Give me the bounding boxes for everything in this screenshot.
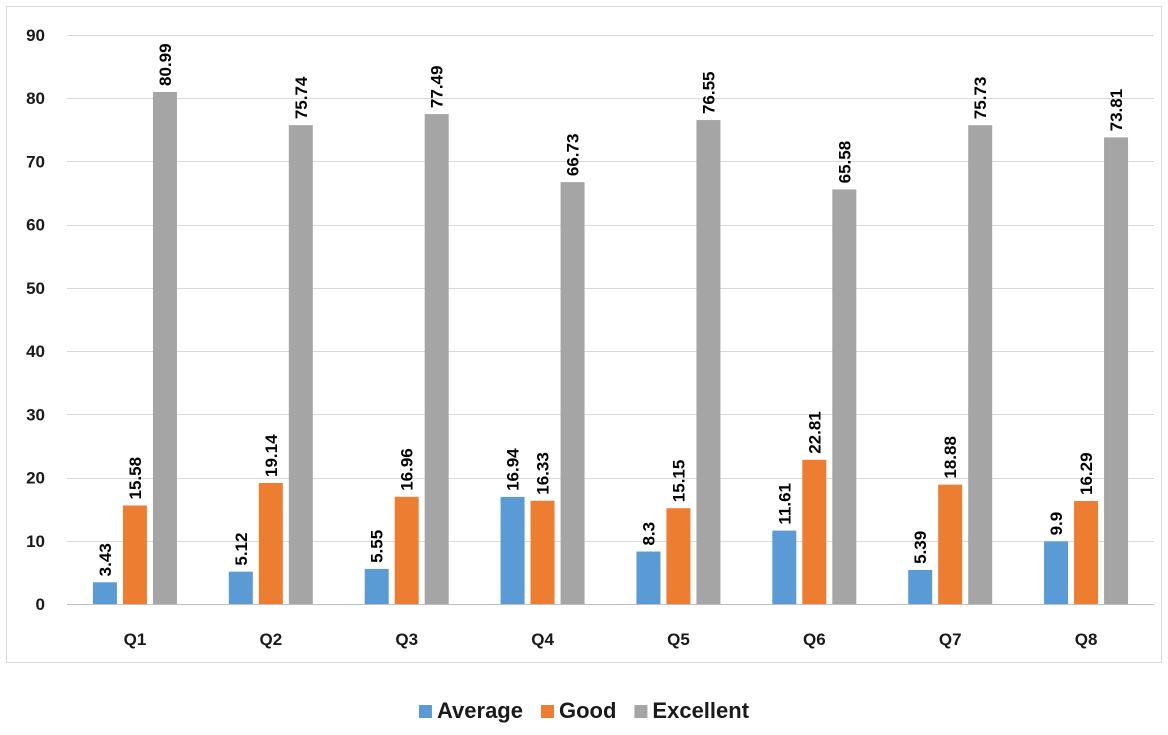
bar-good-q3 bbox=[394, 496, 419, 604]
y-tick-label: 40 bbox=[26, 342, 45, 361]
y-tick-label: 90 bbox=[26, 26, 45, 45]
x-axis-tick-labels: Q1 Q2 Q3 Q4 Q5 Q6 Q7 Q8 bbox=[124, 630, 1098, 649]
bar-average-q8 bbox=[1044, 541, 1069, 604]
data-label: 5.55 bbox=[368, 530, 387, 563]
bar-good-q2 bbox=[258, 482, 283, 604]
legend-label-good: Good bbox=[559, 698, 616, 723]
bar-excellent-q7 bbox=[968, 125, 993, 604]
bar-good-q5 bbox=[666, 508, 691, 604]
legend-label-excellent: Excellent bbox=[652, 698, 749, 723]
x-tick-label: Q3 bbox=[395, 630, 418, 649]
y-tick-label: 0 bbox=[36, 595, 45, 614]
y-tick-label: 60 bbox=[26, 216, 45, 235]
data-label: 22.81 bbox=[805, 411, 824, 454]
bar-good-q8 bbox=[1074, 501, 1099, 604]
data-label: 19.14 bbox=[262, 434, 281, 477]
data-label: 18.88 bbox=[941, 436, 960, 479]
data-label: 77.49 bbox=[428, 66, 447, 109]
data-labels: 3.43 15.58 80.99 5.12 19.14 75.74 5.55 16.96 77.… bbox=[96, 43, 1126, 576]
data-label: 16.96 bbox=[398, 448, 417, 491]
data-label: 75.74 bbox=[292, 76, 311, 119]
data-label: 16.33 bbox=[534, 452, 553, 495]
data-label: 16.94 bbox=[504, 448, 523, 491]
bar-excellent-q6 bbox=[832, 189, 857, 604]
legend-swatch-excellent bbox=[634, 705, 648, 718]
bar-average-q3 bbox=[364, 568, 389, 604]
data-label: 15.58 bbox=[126, 457, 145, 500]
y-tick-label: 20 bbox=[26, 469, 45, 488]
x-tick-label: Q4 bbox=[531, 630, 554, 649]
data-label: 8.3 bbox=[639, 522, 658, 546]
bar-good-q4 bbox=[530, 500, 555, 604]
data-label: 11.61 bbox=[775, 483, 794, 525]
data-label: 15.15 bbox=[669, 460, 688, 503]
x-tick-label: Q7 bbox=[939, 630, 962, 649]
y-tick-label: 80 bbox=[26, 89, 45, 108]
data-label: 3.43 bbox=[96, 543, 115, 576]
x-tick-label: Q1 bbox=[124, 630, 147, 649]
legend: Average Good Excellent bbox=[418, 698, 750, 723]
data-label: 9.9 bbox=[1047, 512, 1066, 536]
y-tick-label: 30 bbox=[26, 405, 45, 424]
data-label: 5.39 bbox=[911, 531, 930, 564]
bar-excellent-q1 bbox=[152, 91, 177, 605]
data-label: 73.81 bbox=[1107, 89, 1126, 132]
data-label: 5.12 bbox=[232, 533, 251, 566]
data-label: 66.73 bbox=[564, 134, 583, 177]
legend-label-average: Average bbox=[437, 698, 523, 723]
bar-average-q4 bbox=[500, 496, 525, 604]
legend-swatch-good bbox=[540, 705, 554, 718]
data-label: 16.29 bbox=[1077, 452, 1096, 495]
data-label: 75.73 bbox=[971, 77, 990, 120]
x-tick-label: Q5 bbox=[667, 630, 690, 649]
bar-average-q5 bbox=[636, 551, 661, 604]
bar-excellent-q2 bbox=[288, 125, 313, 604]
y-tick-label: 10 bbox=[26, 532, 45, 551]
bar-average-q1 bbox=[92, 582, 117, 604]
y-axis-tick-labels: 0 10 20 30 40 50 60 70 80 90 bbox=[26, 26, 45, 614]
bar-good-q6 bbox=[802, 459, 827, 604]
bar-average-q2 bbox=[228, 571, 253, 604]
y-tick-label: 50 bbox=[26, 279, 45, 298]
bar-excellent-q8 bbox=[1104, 137, 1129, 604]
y-tick-label: 70 bbox=[26, 152, 45, 171]
bar-excellent-q4 bbox=[560, 182, 585, 605]
bar-good-q1 bbox=[122, 505, 147, 604]
x-tick-label: Q6 bbox=[803, 630, 826, 649]
bar-average-q6 bbox=[772, 530, 797, 604]
data-label: 76.55 bbox=[699, 71, 718, 114]
bar-average-q7 bbox=[908, 569, 933, 604]
bar-excellent-q3 bbox=[424, 114, 449, 604]
legend-swatch-average bbox=[418, 705, 432, 718]
data-label: 80.99 bbox=[156, 43, 175, 86]
bar-good-q7 bbox=[938, 484, 963, 604]
x-tick-label: Q8 bbox=[1075, 630, 1098, 649]
x-tick-label: Q2 bbox=[259, 630, 282, 649]
bars bbox=[92, 91, 1129, 605]
bar-excellent-q5 bbox=[696, 120, 721, 605]
data-label: 65.58 bbox=[835, 141, 854, 184]
